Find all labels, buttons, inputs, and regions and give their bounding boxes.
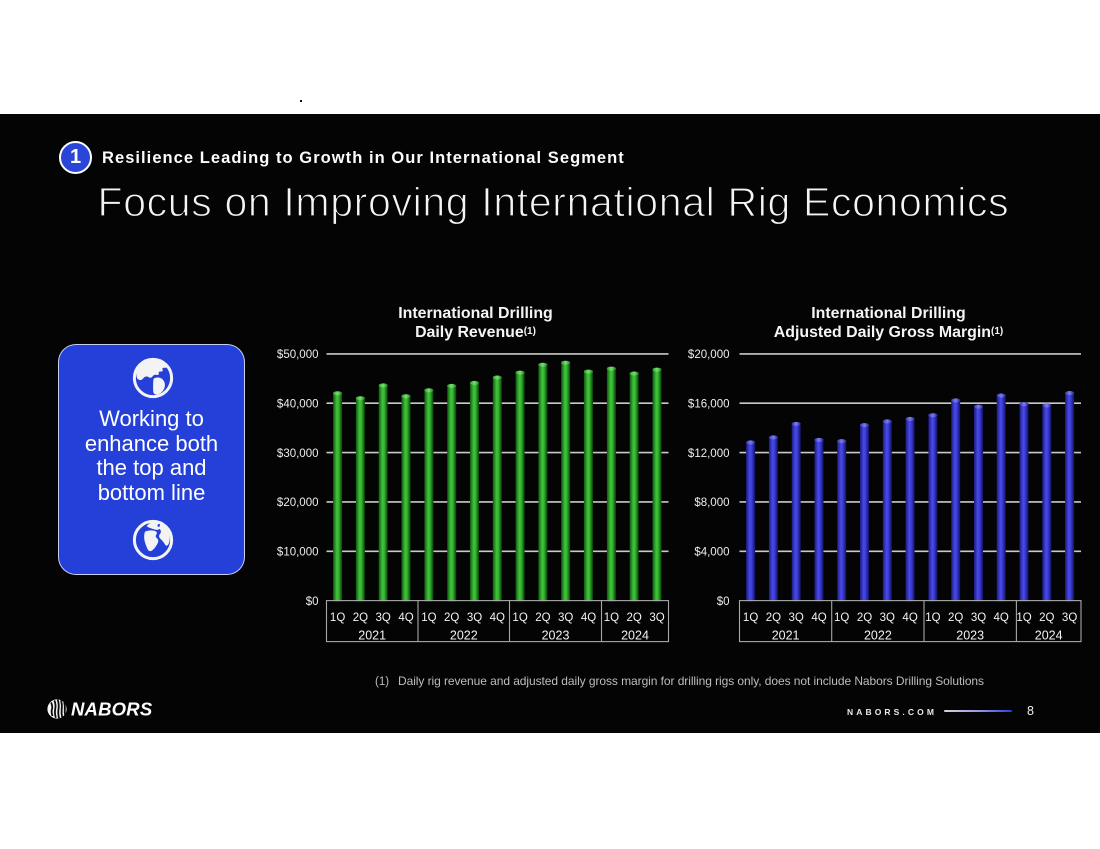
svg-text:$10,000: $10,000: [277, 547, 319, 559]
svg-text:International Drilling: International Drilling: [811, 305, 966, 322]
svg-text:4Q: 4Q: [994, 612, 1009, 624]
svg-text:2Q: 2Q: [857, 612, 872, 624]
svg-text:1Q: 1Q: [925, 612, 940, 624]
svg-text:2024: 2024: [621, 629, 649, 643]
svg-text:(1): (1): [375, 676, 389, 688]
svg-text:4Q: 4Q: [398, 612, 413, 624]
svg-text:1Q: 1Q: [421, 612, 436, 624]
svg-text:International Drilling: International Drilling: [398, 305, 553, 322]
svg-text:2023: 2023: [956, 629, 984, 643]
svg-text:1Q: 1Q: [1016, 612, 1031, 624]
svg-text:2Q: 2Q: [766, 612, 781, 624]
svg-text:2Q: 2Q: [535, 612, 550, 624]
svg-text:1Q: 1Q: [512, 612, 527, 624]
svg-text:4Q: 4Q: [902, 612, 917, 624]
svg-text:$50,000: $50,000: [277, 349, 319, 361]
svg-text:4Q: 4Q: [811, 612, 826, 624]
svg-text:3Q: 3Q: [649, 612, 664, 624]
svg-text:$40,000: $40,000: [277, 398, 319, 410]
svg-text:$0: $0: [717, 596, 730, 608]
svg-text:Daily Revenue(1): Daily Revenue(1): [415, 324, 536, 341]
svg-text:2Q: 2Q: [444, 612, 459, 624]
svg-text:3Q: 3Q: [376, 612, 391, 624]
svg-text:2Q: 2Q: [353, 612, 368, 624]
svg-text:$0: $0: [306, 596, 319, 608]
svg-text:3Q: 3Q: [1062, 612, 1077, 624]
svg-text:2022: 2022: [864, 629, 892, 643]
svg-text:2023: 2023: [542, 629, 570, 643]
svg-text:Adjusted Daily Gross Margin(1): Adjusted Daily Gross Margin(1): [774, 324, 1003, 341]
svg-text:3Q: 3Q: [558, 612, 573, 624]
svg-text:1Q: 1Q: [743, 612, 758, 624]
svg-text:4Q: 4Q: [490, 612, 505, 624]
svg-text:$16,000: $16,000: [688, 398, 730, 410]
svg-text:$8,000: $8,000: [694, 497, 729, 509]
svg-text:$4,000: $4,000: [694, 547, 729, 559]
svg-text:2Q: 2Q: [627, 612, 642, 624]
svg-text:$20,000: $20,000: [688, 349, 730, 361]
svg-text:2022: 2022: [450, 629, 478, 643]
svg-text:2Q: 2Q: [948, 612, 963, 624]
svg-text:NABORS: NABORS: [71, 699, 153, 720]
svg-text:2024: 2024: [1035, 629, 1063, 643]
svg-text:1Q: 1Q: [834, 612, 849, 624]
svg-text:3Q: 3Q: [467, 612, 482, 624]
svg-text:$12,000: $12,000: [688, 448, 730, 460]
svg-text:3Q: 3Q: [971, 612, 986, 624]
svg-text:$20,000: $20,000: [277, 497, 319, 509]
svg-text:1Q: 1Q: [604, 612, 619, 624]
svg-text:2021: 2021: [772, 629, 800, 643]
svg-text:$30,000: $30,000: [277, 448, 319, 460]
svg-text:3Q: 3Q: [880, 612, 895, 624]
svg-text:4Q: 4Q: [581, 612, 596, 624]
svg-text:Daily rig revenue and adjusted: Daily rig revenue and adjusted daily gro…: [398, 674, 984, 688]
svg-text:3Q: 3Q: [789, 612, 804, 624]
svg-text:1Q: 1Q: [330, 612, 345, 624]
svg-text:2021: 2021: [358, 629, 386, 643]
svg-text:2Q: 2Q: [1039, 612, 1054, 624]
